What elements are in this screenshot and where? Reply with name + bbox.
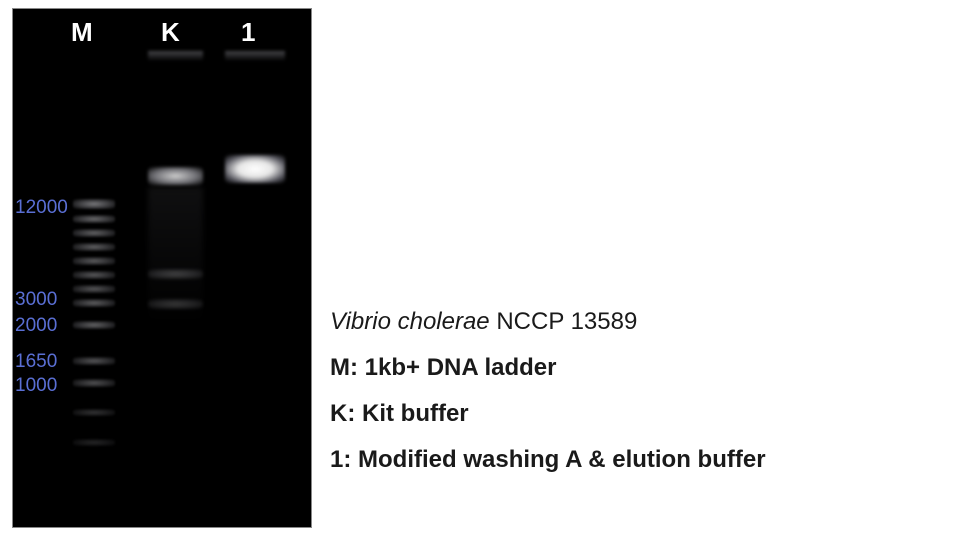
legend-1: 1: Modified washing A & elution buffer [330, 446, 940, 474]
band-K-faint [148, 299, 203, 309]
lane-label-K: K [161, 17, 180, 48]
legend: Vibrio cholerae NCCP 13589 M: 1kb+ DNA l… [330, 308, 940, 492]
lane-label-1: 1 [241, 17, 255, 48]
size-label: 3000 [15, 289, 57, 311]
ladder-band [73, 271, 115, 279]
size-label: 12000 [15, 197, 68, 219]
band-K-faint [148, 269, 203, 279]
ladder-band [73, 243, 115, 251]
legend-K: K: Kit buffer [330, 400, 940, 428]
organism-name-rest: NCCP 13589 [490, 308, 638, 335]
ladder-band [73, 285, 115, 293]
size-label: 2000 [15, 315, 57, 337]
well-1 [225, 51, 285, 61]
gel-image: M K 1 12000 3000 2000 16501000 [12, 8, 312, 528]
ladder-band [73, 299, 115, 307]
ladder-band [73, 321, 115, 329]
size-label: 1650 [15, 351, 57, 373]
legend-M: M: 1kb+ DNA ladder [330, 354, 940, 382]
lane-label-M: M [71, 17, 93, 48]
organism-name-italic: Vibrio cholerae [330, 308, 490, 335]
size-label: 1000 [15, 375, 57, 397]
band-1-main [225, 155, 285, 183]
ladder-band [73, 409, 115, 416]
ladder-band [73, 257, 115, 265]
ladder-band [73, 199, 115, 209]
band-K-main [148, 167, 203, 185]
ladder-band [73, 439, 115, 446]
ladder-band [73, 229, 115, 237]
ladder-band [73, 379, 115, 387]
ladder-band [73, 357, 115, 365]
well-K [148, 51, 203, 61]
legend-organism: Vibrio cholerae NCCP 13589 [330, 308, 940, 336]
ladder-band [73, 215, 115, 223]
